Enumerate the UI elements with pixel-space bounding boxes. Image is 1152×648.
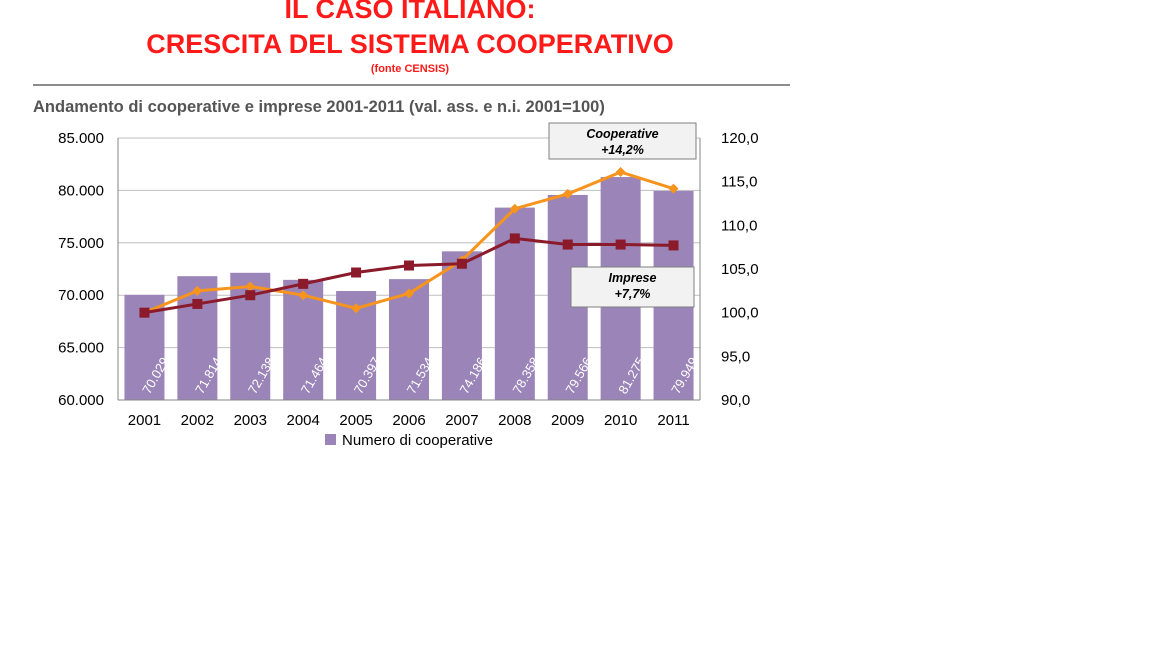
cooperative-marker xyxy=(245,281,256,292)
x-tick-label: 2001 xyxy=(128,412,161,429)
right-tick-label: 110,0 xyxy=(721,217,757,234)
cooperative-callout-value: +14,2% xyxy=(601,143,644,157)
left-tick-label: 65.000 xyxy=(58,340,104,357)
title-divider xyxy=(33,84,790,86)
legend-swatch xyxy=(325,434,336,445)
x-tick-label: 2004 xyxy=(286,412,319,429)
left-tick-label: 60.000 xyxy=(58,392,104,409)
right-tick-label: 115,0 xyxy=(721,174,757,191)
imprese-marker xyxy=(298,278,309,289)
source-note: (fonte CENSIS) xyxy=(370,63,450,75)
imprese-marker xyxy=(192,298,203,309)
x-tick-label: 2010 xyxy=(604,412,637,429)
x-tick-label: 2007 xyxy=(445,412,478,429)
imprese-callout-value: +7,7% xyxy=(615,287,651,301)
imprese-marker xyxy=(562,239,573,250)
cooperative-marker xyxy=(351,303,362,314)
axes: 60.000 65.000 70.000 75.000 80.000 85.000 90,0… xyxy=(58,130,758,429)
cooperative-marker xyxy=(509,203,520,214)
imprese-marker xyxy=(245,290,256,301)
imprese-marker xyxy=(404,260,414,271)
legend-label: Numero di cooperative xyxy=(342,432,493,449)
bar xyxy=(441,251,482,400)
bar-series xyxy=(124,177,694,400)
imprese-marker xyxy=(351,267,362,278)
imprese-callout-title: Imprese xyxy=(609,271,657,285)
x-tick-label: 2003 xyxy=(234,412,267,429)
cooperative-marker xyxy=(615,167,626,178)
imprese-marker xyxy=(668,240,679,251)
imprese-callout-box xyxy=(570,266,695,308)
imprese-marker xyxy=(139,307,150,318)
x-tick-label: 2011 xyxy=(657,412,689,429)
left-tick-label: 75.000 xyxy=(58,235,104,252)
cooperative-marker xyxy=(298,290,309,301)
cooperative-marker xyxy=(668,183,679,194)
x-tick-label: 2002 xyxy=(181,412,214,429)
right-tick-label: 95,0 xyxy=(721,348,750,365)
x-tick-label: 2008 xyxy=(498,412,531,429)
imprese-marker xyxy=(615,239,626,250)
cooperative-marker xyxy=(192,285,203,296)
left-tick-label: 70.000 xyxy=(58,287,104,304)
imprese-marker xyxy=(456,258,467,269)
cooperative-marker xyxy=(404,288,414,299)
chart-title: Andamento di cooperative e imprese 2001-… xyxy=(33,98,605,116)
cooperative-callout-box xyxy=(548,122,697,160)
right-tick-label: 105,0 xyxy=(721,261,759,278)
cooperative-marker xyxy=(562,188,573,199)
right-tick-label: 90,0 xyxy=(721,392,750,409)
x-tick-label: 2005 xyxy=(339,412,372,429)
left-tick-label: 80.000 xyxy=(58,182,104,199)
cooperative-callout-title: Cooperative xyxy=(586,127,658,141)
left-tick-label: 85.000 xyxy=(58,130,104,147)
right-tick-label: 120,0 xyxy=(721,130,759,147)
legend: Numero di cooperative xyxy=(325,432,493,449)
callouts: Cooperative +14,2% Imprese +7,7% xyxy=(548,122,697,308)
line-series xyxy=(139,167,679,318)
page-title-line2: CRESCITA DEL SISTEMA COOPERATIVO xyxy=(146,29,674,59)
x-tick-label: 2009 xyxy=(551,412,584,429)
right-tick-label: 100,0 xyxy=(721,305,759,322)
x-tick-label: 2006 xyxy=(392,412,425,429)
page-title-line1: IL CASO ITALIANO: xyxy=(284,0,536,24)
bar xyxy=(389,279,429,400)
imprese-marker xyxy=(509,233,520,244)
